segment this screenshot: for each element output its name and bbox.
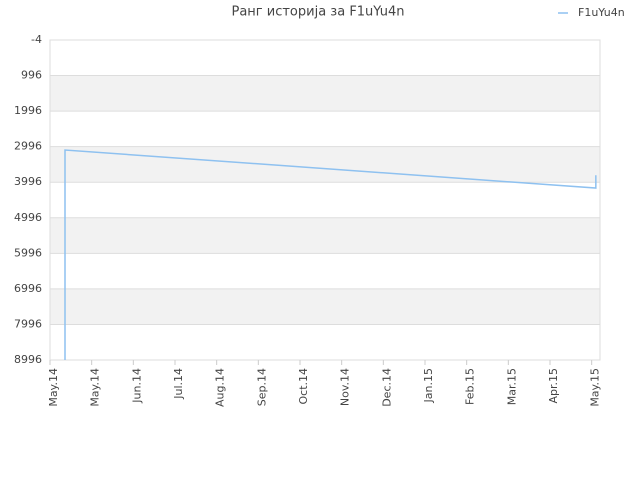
x-tick-label: Aug.14 bbox=[214, 368, 227, 407]
y-tick-label: 6996 bbox=[14, 282, 42, 295]
x-tick-label: May.15 bbox=[589, 368, 602, 407]
y-tick-label: 2996 bbox=[14, 140, 42, 153]
plot-border bbox=[49, 39, 601, 361]
y-tick-label: 1996 bbox=[14, 104, 42, 117]
x-tick-label: Mar.15 bbox=[505, 368, 518, 405]
x-tick-label: Jan.15 bbox=[422, 368, 435, 403]
x-tick-label: Feb.15 bbox=[464, 368, 477, 405]
x-tick-label: Apr.15 bbox=[547, 368, 560, 404]
x-tick-label: Sep.14 bbox=[255, 368, 268, 406]
series-line bbox=[64, 149, 597, 360]
chart-title: Ранг историја за F1uYu4n bbox=[232, 5, 405, 20]
y-tick-label: 3996 bbox=[14, 175, 42, 188]
y-tick-label: -4 bbox=[31, 33, 42, 46]
x-tick-label: May.14 bbox=[47, 368, 60, 407]
x-tick-label: May.14 bbox=[89, 368, 102, 407]
y-tick-label: 7996 bbox=[14, 317, 42, 330]
y-tick-label: 4996 bbox=[14, 211, 42, 224]
y-tick-label: 8996 bbox=[14, 353, 42, 366]
grid-band bbox=[50, 217, 600, 254]
x-tick-label: Jun.14 bbox=[130, 368, 143, 404]
y-tick-label: 996 bbox=[21, 69, 42, 82]
grid-band bbox=[50, 75, 600, 112]
legend-label: F1uYu4n bbox=[578, 6, 625, 19]
x-tick-label: Oct.14 bbox=[297, 368, 310, 405]
grid-band bbox=[50, 288, 600, 325]
x-tick-label: Nov.14 bbox=[339, 368, 352, 406]
grid-band bbox=[50, 146, 600, 183]
x-tick-label: Dec.14 bbox=[380, 368, 393, 407]
y-tick-label: 5996 bbox=[14, 246, 42, 259]
x-tick-label: Jul.14 bbox=[172, 368, 185, 400]
